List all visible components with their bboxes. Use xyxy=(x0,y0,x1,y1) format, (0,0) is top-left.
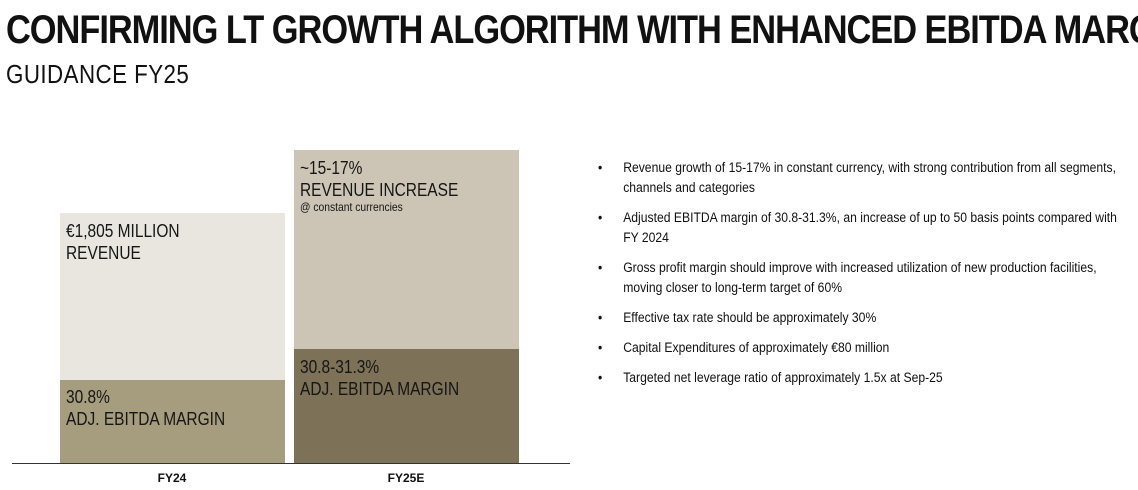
x-tick-label-fy24: FY24 xyxy=(157,471,187,485)
bar-fy25e-margin-label: 30.8-31.3% ADJ. EBITDA MARGIN xyxy=(300,356,459,400)
bullet-text: Gross profit margin should improve with … xyxy=(623,260,1097,295)
bullet-text: Effective tax rate should be approximate… xyxy=(623,310,877,325)
guidance-bullet-list: • Revenue growth of 15-17% in constant cu… xyxy=(598,158,1118,398)
list-item: • Effective tax rate should be approximat… xyxy=(598,308,1127,328)
bullet-icon: • xyxy=(598,210,603,225)
bullet-icon: • xyxy=(598,310,603,325)
page-title: CONFIRMING LT GROWTH ALGORITHM WITH ENHA… xyxy=(6,8,1138,52)
list-item: • Revenue growth of 15-17% in constant cu… xyxy=(598,158,1127,198)
bar-fy24-revenue xyxy=(60,213,285,380)
bar-fy25e-revenue-note: @ constant currencies xyxy=(300,200,403,214)
bullet-icon: • xyxy=(598,370,603,385)
bar-fy24-revenue-label: €1,805 MILLION REVENUE xyxy=(66,220,180,264)
list-item: • Gross profit margin should improve with… xyxy=(598,258,1127,298)
page-subtitle: GUIDANCE FY25 xyxy=(6,59,190,89)
bullet-icon: • xyxy=(598,260,603,275)
bar-fy25e-margin-caption: ADJ. EBITDA MARGIN xyxy=(300,379,460,399)
bar-fy25e-revenue-caption: REVENUE INCREASE xyxy=(300,180,459,200)
bullet-icon: • xyxy=(598,160,603,175)
x-axis-line xyxy=(12,463,570,464)
list-item: • Capital Expenditures of approximately €… xyxy=(598,338,1127,358)
bar-fy24-margin xyxy=(60,380,285,463)
bullet-text: Revenue growth of 15-17% in constant cur… xyxy=(623,160,1116,195)
bar-fy24-revenue-caption: REVENUE xyxy=(66,243,141,263)
bar-fy24-margin-value: 30.8% xyxy=(66,387,110,407)
list-item: • Adjusted EBITDA margin of 30.8-31.3%, a… xyxy=(598,208,1127,248)
bar-fy25e-revenue-label: ~15-17% REVENUE INCREASE @ constant curr… xyxy=(300,157,458,213)
bar-fy24-revenue-value: €1,805 MILLION xyxy=(66,221,180,241)
bullet-text: Adjusted EBITDA margin of 30.8-31.3%, an… xyxy=(623,210,1117,245)
bar-fy25e-revenue xyxy=(294,150,519,349)
list-item: • Targeted net leverage ratio of approxim… xyxy=(598,368,1127,388)
bar-fy25e-margin-value: 30.8-31.3% xyxy=(300,357,380,377)
x-tick-label-fy25e: FY25E xyxy=(387,471,425,485)
bar-fy25e-margin xyxy=(294,349,519,463)
bullet-icon: • xyxy=(598,340,603,355)
bar-fy24-margin-label: 30.8% ADJ. EBITDA MARGIN xyxy=(66,386,225,430)
bar-fy25e-revenue-value: ~15-17% xyxy=(300,158,363,178)
bullet-text: Targeted net leverage ratio of approxima… xyxy=(623,370,943,385)
bar-fy24-margin-caption: ADJ. EBITDA MARGIN xyxy=(66,409,226,429)
bullet-text: Capital Expenditures of approximately €8… xyxy=(623,340,890,355)
